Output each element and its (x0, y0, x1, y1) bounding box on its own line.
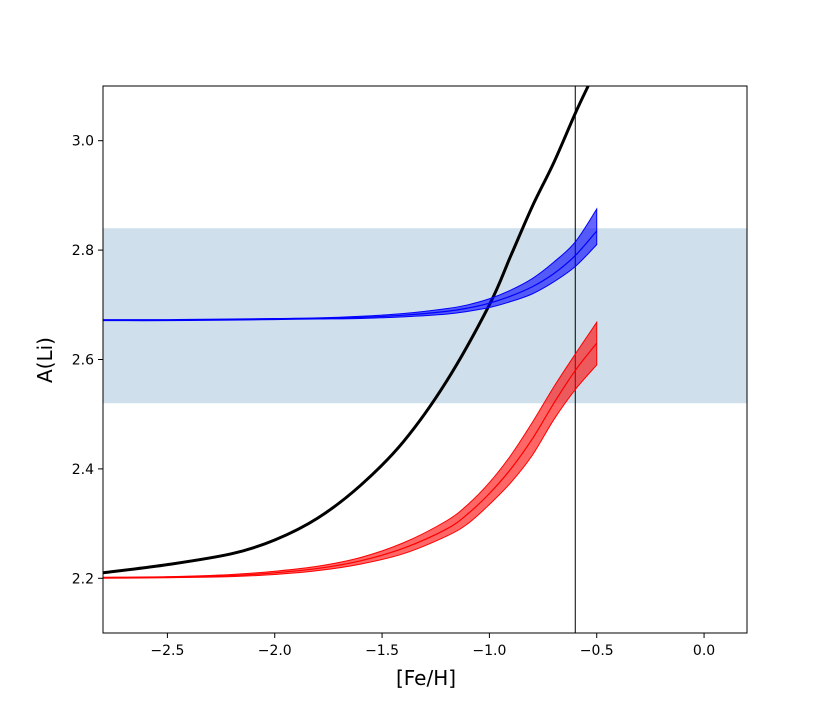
plot-area: −2.5 −2.0 −1.5 −1.0 −0.5 0.0 2.2 2.4 2.6 2.8 3.0 (72, 85, 748, 659)
series-1-center-line (103, 230, 598, 321)
series-2-band (103, 320, 598, 579)
series-0-line (103, 86, 590, 575)
x-tick-label: −1.5 (365, 643, 399, 659)
y-tick-label: 2.8 (72, 243, 94, 259)
y-tick-label: 3.0 (72, 134, 94, 150)
x-tick-label: −2.0 (258, 643, 292, 659)
x-tick-label: −0.5 (580, 643, 614, 659)
series-1-band (103, 207, 598, 322)
x-tick-label: 0.0 (693, 643, 715, 659)
y-tick-label: 2.4 (72, 462, 94, 478)
x-tick-label: −1.0 (472, 643, 506, 659)
y-axis-label: A(Li) (33, 337, 57, 383)
series-2-center-line (103, 342, 598, 579)
y-tick-label: 2.2 (72, 571, 94, 587)
y-tick-label: 2.6 (72, 353, 94, 369)
x-axis-label: [Fe/H] (396, 666, 456, 690)
x-tick-label: −2.5 (150, 643, 184, 659)
plot-content (103, 86, 747, 633)
